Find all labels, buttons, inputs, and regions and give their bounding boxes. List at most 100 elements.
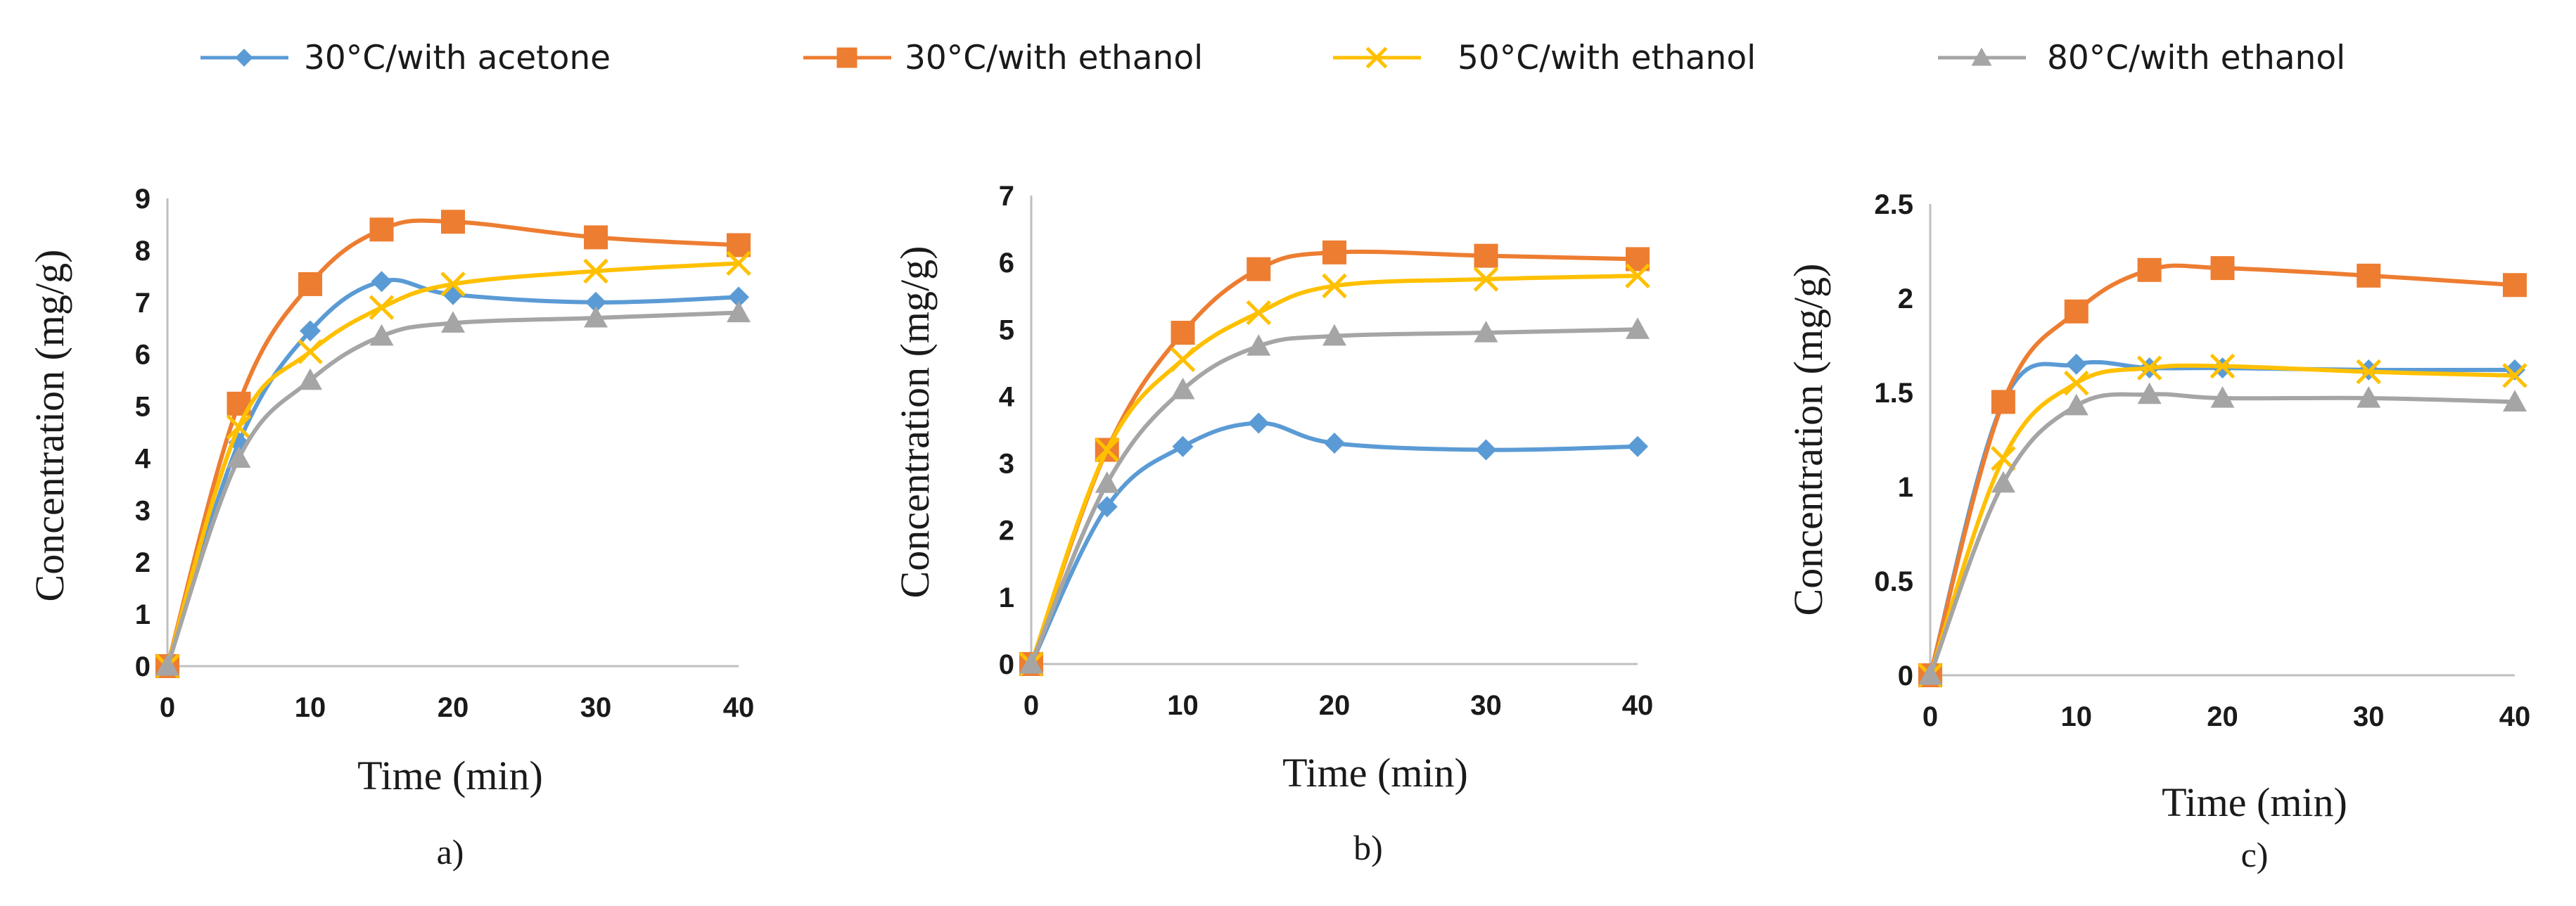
marker-triangle [2503,390,2527,411]
legend: 30°C/with acetone 30°C/with ethanol 50°C… [200,39,2345,77]
x-tick-label: 30 [2353,701,2385,732]
series-x [1019,263,1650,677]
marker-diamond [300,320,321,342]
x-tick-label: 20 [438,692,469,723]
marker-diamond [1324,433,1345,454]
y-tick-label: 7 [999,181,1014,212]
series-line [1928,359,2516,676]
marker-x [440,272,466,297]
y-axis-label: Concentration (mg/g) [1785,264,1831,616]
y-tick-label: 3 [135,495,151,526]
marker-x [1625,263,1650,288]
x-axis-label: Time (min) [357,753,543,798]
y-tick-label: 7 [135,288,151,319]
marker-triangle [2137,382,2162,404]
marker-diamond [2065,353,2087,375]
marker-diamond [585,291,606,313]
panel-label: b) [1353,828,1383,867]
marker-diamond [235,49,253,67]
marker-triangle [1095,471,1119,493]
x-tick-label: 40 [2499,701,2531,732]
marker-triangle [2210,386,2235,408]
y-tick-label: 8 [135,236,151,267]
marker-x [1246,300,1272,326]
x-tick-label: 30 [580,692,612,723]
marker-triangle [1322,324,1346,346]
marker-x [583,258,608,284]
marker-triangle [369,324,394,346]
x-tick-label: 40 [723,692,755,723]
chart-a: Concentration (mg/g) Time (min) a) 0 1 2 3 4… [27,184,754,872]
marker-x [2136,355,2162,381]
x-tick-label: 20 [1319,690,1351,721]
marker-triangle [1991,471,2015,493]
marker-square [2503,273,2527,298]
marker-triangle [1171,377,1195,400]
legend-label: 80°C/with ethanol [2047,39,2345,77]
marker-diamond [1248,412,1270,434]
series-line [1928,363,2516,676]
series-x [155,250,751,679]
marker-square [2137,257,2162,282]
y-tick-label: 2 [999,516,1014,547]
y-tick-label: 4 [135,443,151,474]
y-tick-label: 6 [135,340,151,371]
marker-triangle [1918,663,1942,685]
chart-c: Concentration (mg/g) Time (min) c) 0 0.5 1… [1785,189,2530,874]
y-tick-label: 0 [135,651,151,682]
series-line [1029,327,1638,665]
y-tick-label: 0 [999,649,1014,680]
marker-x [369,295,395,320]
marker-x [298,339,323,364]
marker-diamond [728,286,749,308]
marker-x [1365,46,1388,69]
y-tick-label: 2 [135,547,151,578]
marker-triangle [2064,393,2089,416]
marker-square [369,217,394,242]
y-tick-label: 2.5 [1874,189,1913,220]
marker-triangle [155,654,179,676]
marker-diamond [371,271,393,293]
y-tick-label: 5 [135,392,151,423]
x-tick-label: 0 [160,692,175,723]
marker-x [226,414,252,440]
y-tick-label: 4 [999,381,1015,412]
y-axis-label: Concentration (mg/g) [27,250,72,602]
y-tick-label: 5 [999,314,1014,345]
marker-triangle [1474,321,1498,343]
marker-x [2502,363,2527,388]
marker-x [2210,353,2236,379]
marker-square [441,210,465,234]
marker-square [2357,263,2381,288]
marker-triangle [727,300,751,323]
y-tick-label: 1 [135,599,151,630]
marker-x [1322,273,1347,299]
marker-triangle [1019,652,1043,674]
marker-square [1991,390,2015,414]
marker-triangle [1626,317,1650,339]
legend-label: 50°C/with ethanol [1458,39,1756,77]
marker-triangle [441,311,465,333]
x-tick-label: 10 [2061,701,2093,732]
marker-square [1322,240,1346,264]
series-triangle [155,300,751,676]
x-tick-label: 10 [1167,690,1199,721]
x-tick-label: 40 [1622,690,1654,721]
legend-marker [1971,47,1992,66]
x-axis-label: Time (min) [2162,779,2347,825]
panel-label: c) [2241,835,2269,874]
marker-square [2064,299,2089,324]
marker-triangle [584,305,608,328]
marker-triangle [298,368,322,390]
marker-triangle [227,446,251,468]
y-tick-label: 2 [1898,283,1913,314]
series-triangle [1918,382,2527,685]
marker-x [726,250,751,276]
marker-triangle [1971,47,1992,66]
y-axis-label: Concentration (mg/g) [892,246,938,599]
marker-square [584,225,608,250]
x-tick-label: 0 [1024,690,1039,721]
marker-x [2063,370,2089,396]
series-line [165,278,739,667]
marker-square [836,47,857,68]
